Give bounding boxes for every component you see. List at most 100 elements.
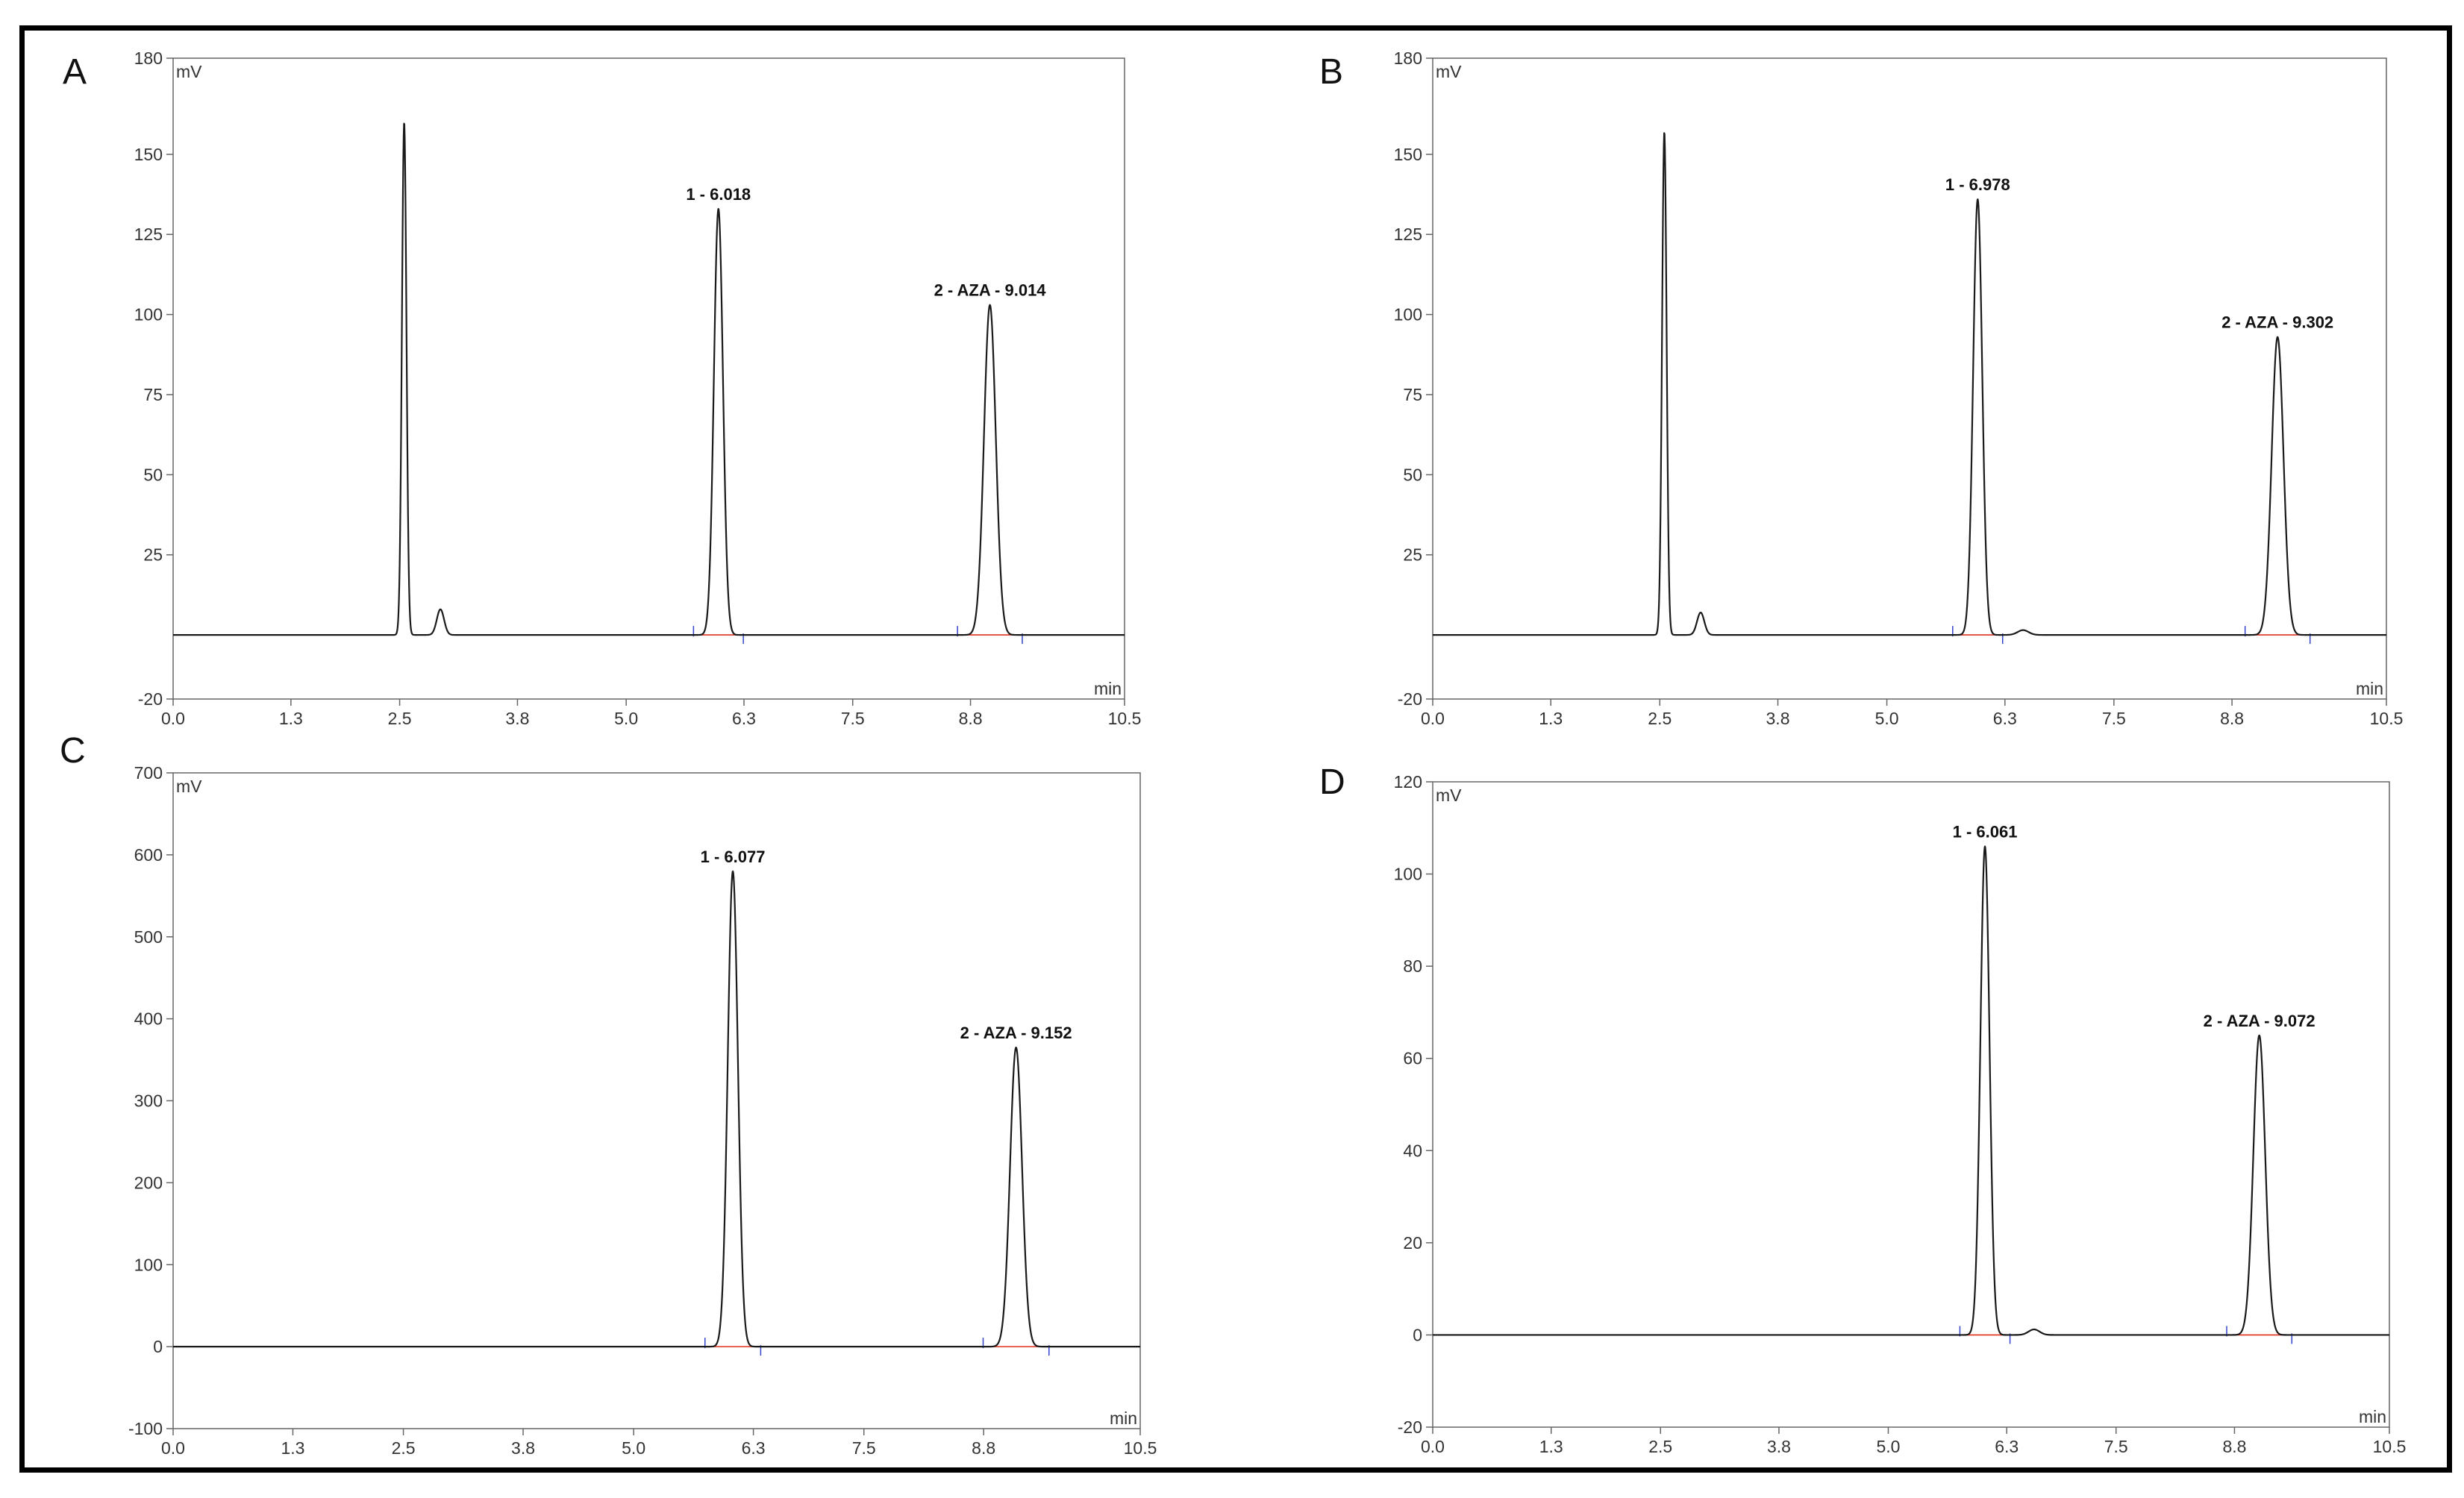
y-tick-label: 400 [134, 1009, 163, 1029]
x-tick-label: 7.5 [852, 1438, 876, 1458]
y-tick-label: 125 [134, 225, 163, 244]
chromatogram-trace [172, 870, 1141, 1348]
y-tick-label: 80 [1403, 956, 1422, 976]
x-tick-label: 6.3 [742, 1438, 766, 1458]
y-tick-label: -20 [1398, 1417, 1422, 1437]
x-tick-label: 8.8 [2222, 1437, 2246, 1456]
y-tick-label: 60 [1403, 1049, 1422, 1068]
y-tick-label: 25 [1403, 545, 1422, 565]
x-tick-label: 10.5 [1124, 1438, 1157, 1458]
y-tick-label: 200 [134, 1173, 163, 1192]
chromatogram-panel-b: -20 25 50 75 100 125 150 180 0.0 1.3 2.5 3.8 5.0 6.3 7… [1394, 48, 2404, 728]
peak-label: 1 - 6.077 [701, 847, 766, 866]
y-tick-label: 100 [1394, 305, 1422, 325]
y-tick-label: 20 [1403, 1233, 1422, 1253]
y-tick-label: 700 [134, 763, 163, 783]
y-tick-label: 50 [1403, 465, 1422, 484]
y-tick-label: -20 [138, 689, 163, 709]
x-tick-label: 5.0 [1876, 1437, 1900, 1456]
x-tick-label: 6.3 [732, 709, 756, 728]
y-tick-label: 300 [134, 1091, 163, 1111]
plot-area [172, 57, 1125, 700]
x-unit-label: min [2359, 1407, 2386, 1426]
y-tick-label: 100 [1394, 865, 1422, 884]
peak-label: 2 - AZA - 9.014 [934, 281, 1047, 300]
peak-label: 1 - 6.018 [686, 185, 751, 204]
x-tick-label: 2.5 [388, 709, 412, 728]
x-tick-label: 2.5 [1648, 1437, 1672, 1456]
x-tick-label: 1.3 [279, 709, 303, 728]
x-unit-label: min [2356, 679, 2383, 698]
chromatogram-panel-a: -20 25 50 75 100 125 150 180 0.0 1.3 2.5 3.8 5.0 6.3 7… [134, 48, 1142, 728]
x-unit-label: min [1110, 1408, 1137, 1428]
x-tick-label: 3.8 [505, 709, 529, 728]
y-tick-label: 100 [134, 305, 163, 325]
peak-label: 2 - AZA - 9.152 [960, 1024, 1072, 1042]
panel-letter-a: A [63, 52, 87, 92]
y-tick-label: 150 [1394, 145, 1422, 164]
y-tick-label: 75 [1403, 385, 1422, 404]
peak-label: 2 - AZA - 9.302 [2221, 313, 2333, 332]
x-tick-label: 2.5 [1648, 709, 1672, 728]
figure-frame [19, 25, 2452, 1473]
x-tick-label: 1.3 [1539, 709, 1563, 728]
x-tick-label: 5.0 [622, 1438, 645, 1458]
y-tick-label: 50 [143, 465, 163, 484]
y-tick-label: 150 [134, 145, 163, 164]
x-tick-label: 0.0 [1421, 709, 1445, 728]
panel-letter-d: D [1319, 762, 1345, 802]
y-unit-label: mV [176, 777, 202, 796]
x-tick-label: 5.0 [1875, 709, 1899, 728]
x-tick-label: 5.0 [614, 709, 638, 728]
y-tick-label: 25 [143, 545, 163, 565]
y-tick-label: 40 [1403, 1141, 1422, 1160]
y-unit-label: mV [1436, 62, 1462, 81]
x-tick-label: 6.3 [1993, 709, 2017, 728]
y-tick-label: 180 [1394, 48, 1422, 68]
y-unit-label: mV [1436, 786, 1462, 805]
panel-letter-c: C [60, 731, 86, 771]
x-tick-label: 10.5 [2370, 709, 2404, 728]
x-tick-label: 1.3 [1539, 1437, 1563, 1456]
panel-letter-b: B [1319, 52, 1343, 92]
x-tick-label: 0.0 [161, 709, 185, 728]
x-tick-label: 8.8 [972, 1438, 995, 1458]
chromatogram-trace [1432, 845, 2390, 1336]
peak-label: 2 - AZA - 9.072 [2204, 1012, 2316, 1030]
peak-label: 1 - 6.061 [1953, 823, 2018, 842]
peak-label: 1 - 6.978 [1945, 175, 2010, 194]
y-tick-label: 600 [134, 845, 163, 865]
y-tick-label: 125 [1394, 225, 1422, 244]
x-tick-label: 8.8 [959, 709, 983, 728]
x-tick-label: 8.8 [2220, 709, 2244, 728]
chromatogram-panel-d: -20 0 20 40 60 80 100 120 0.0 1.3 2.5 3.8 5.0 6.3 7.5 8… [1394, 772, 2407, 1456]
x-tick-label: 10.5 [2373, 1437, 2407, 1456]
y-tick-label: 500 [134, 927, 163, 947]
plot-area [1432, 781, 2390, 1428]
x-tick-label: 3.8 [511, 1438, 535, 1458]
y-tick-label: 100 [134, 1255, 163, 1274]
x-tick-label: 7.5 [2102, 709, 2126, 728]
x-tick-label: 2.5 [392, 1438, 416, 1458]
y-tick-label: 0 [153, 1337, 163, 1356]
x-tick-label: 7.5 [2104, 1437, 2128, 1456]
y-tick-label: -100 [128, 1419, 163, 1438]
x-tick-label: 10.5 [1108, 709, 1142, 728]
x-tick-label: 7.5 [841, 709, 865, 728]
x-tick-label: 3.8 [1766, 709, 1790, 728]
x-tick-label: 0.0 [1421, 1437, 1445, 1456]
plot-area [172, 772, 1141, 1429]
chromatogram-trace [172, 122, 1125, 636]
x-unit-label: min [1094, 679, 1122, 698]
x-tick-label: 3.8 [1767, 1437, 1791, 1456]
y-tick-label: 120 [1394, 772, 1422, 792]
y-tick-label: 75 [143, 385, 163, 404]
y-tick-label: 180 [134, 48, 163, 68]
x-tick-label: 6.3 [1995, 1437, 2019, 1456]
x-tick-label: 0.0 [161, 1438, 185, 1458]
y-tick-label: 0 [1413, 1325, 1422, 1344]
chromatogram-trace [1432, 132, 2387, 636]
y-tick-label: -20 [1398, 689, 1422, 709]
y-unit-label: mV [176, 62, 202, 81]
